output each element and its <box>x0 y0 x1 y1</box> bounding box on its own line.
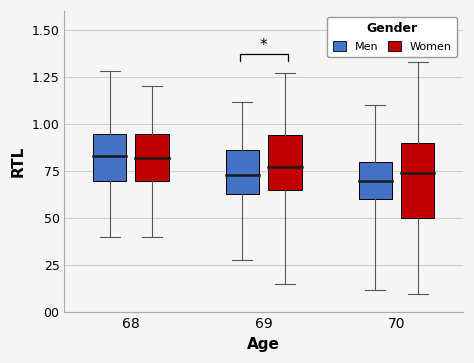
X-axis label: Age: Age <box>247 337 280 352</box>
Text: *: * <box>260 38 267 53</box>
Y-axis label: RTL: RTL <box>11 146 26 178</box>
Bar <box>136 134 169 181</box>
Bar <box>268 135 301 190</box>
Bar <box>359 162 392 199</box>
Bar <box>226 151 259 194</box>
Bar <box>93 134 126 181</box>
Bar <box>401 143 434 218</box>
Legend: Men, Women: Men, Women <box>327 17 457 57</box>
